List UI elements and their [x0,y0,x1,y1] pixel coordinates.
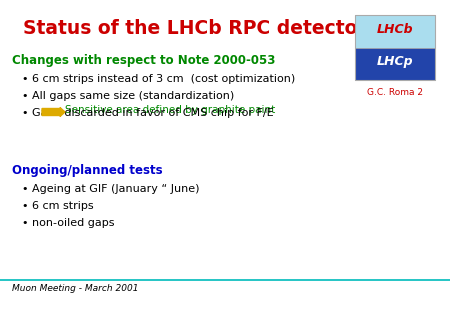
Bar [355,47,435,80]
Text: Muon Meeting - March 2001: Muon Meeting - March 2001 [12,284,139,293]
Text: • 6 cm strips: • 6 cm strips [22,201,94,211]
Text: Changes with respect to Note 2000-053: Changes with respect to Note 2000-053 [12,54,275,67]
Text: • All gaps same size (standardization): • All gaps same size (standardization) [22,91,234,101]
Bar [355,15,435,80]
FancyArrow shape [42,108,65,116]
Text: LHCp: LHCp [377,55,413,68]
Text: • GaAs discarded in favor of CMS chip for F/E: • GaAs discarded in favor of CMS chip fo… [22,108,274,118]
Text: • Ageing at GIF (January “ June): • Ageing at GIF (January “ June) [22,184,199,194]
Bar [355,15,435,47]
Text: Ongoing/planned tests: Ongoing/planned tests [12,164,162,177]
Text: Status of the LHCb RPC detector: Status of the LHCb RPC detector [23,19,367,38]
Text: LHCb: LHCb [377,23,413,36]
Text: Sensitive area defined by graphite paint: Sensitive area defined by graphite paint [65,105,275,115]
Text: • 6 cm strips instead of 3 cm  (cost optimization): • 6 cm strips instead of 3 cm (cost opti… [22,74,295,84]
Text: G.C. Roma 2: G.C. Roma 2 [367,88,423,97]
Text: • non-oiled gaps: • non-oiled gaps [22,218,114,228]
